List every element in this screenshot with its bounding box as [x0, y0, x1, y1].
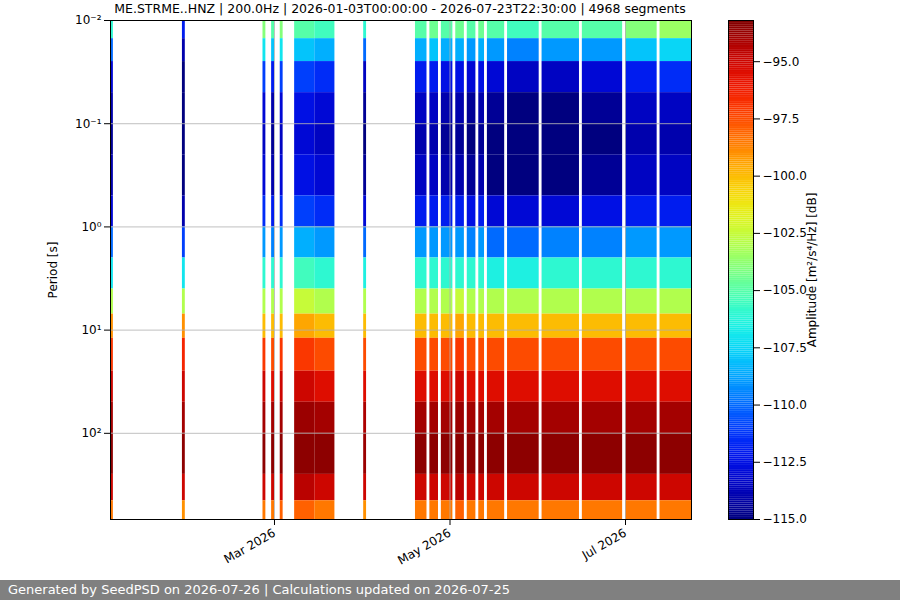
svg-text:Mar 2026: Mar 2026	[222, 526, 278, 567]
svg-text:Period [s]: Period [s]	[46, 242, 60, 299]
svg-text:10⁰: 10⁰	[81, 220, 101, 234]
svg-text:Jul 2026: Jul 2026	[579, 526, 629, 563]
svg-text:10⁻²: 10⁻²	[75, 13, 102, 27]
svg-text:−112.5: −112.5	[763, 455, 807, 469]
svg-text:−105.0: −105.0	[763, 283, 807, 297]
svg-text:Amplitude [m²/s⁴/Hz] [dB]: Amplitude [m²/s⁴/Hz] [dB]	[805, 193, 819, 348]
svg-text:May 2026: May 2026	[395, 526, 453, 568]
svg-text:−107.5: −107.5	[763, 341, 807, 355]
svg-text:−110.0: −110.0	[763, 398, 807, 412]
svg-text:−95.0: −95.0	[763, 55, 800, 69]
html-text:ME.STRME..HNZ | 200.0Hz | 2026: ME.STRME..HNZ | 200.0Hz | 2026-01-03T00:…	[114, 1, 686, 16]
svg-text:−102.5: −102.5	[763, 226, 807, 240]
svg-text:−100.0: −100.0	[763, 169, 807, 183]
svg-text:10⁻¹: 10⁻¹	[75, 117, 102, 131]
svg-text:10²: 10²	[81, 426, 101, 440]
svg-text:−97.5: −97.5	[763, 112, 800, 126]
svg-text:10¹: 10¹	[81, 323, 101, 337]
html-text:Generated by SeedPSD on 2026-0: Generated by SeedPSD on 2026-07-26 | Cal…	[8, 582, 510, 597]
svg-text:−115.0: −115.0	[763, 512, 807, 526]
